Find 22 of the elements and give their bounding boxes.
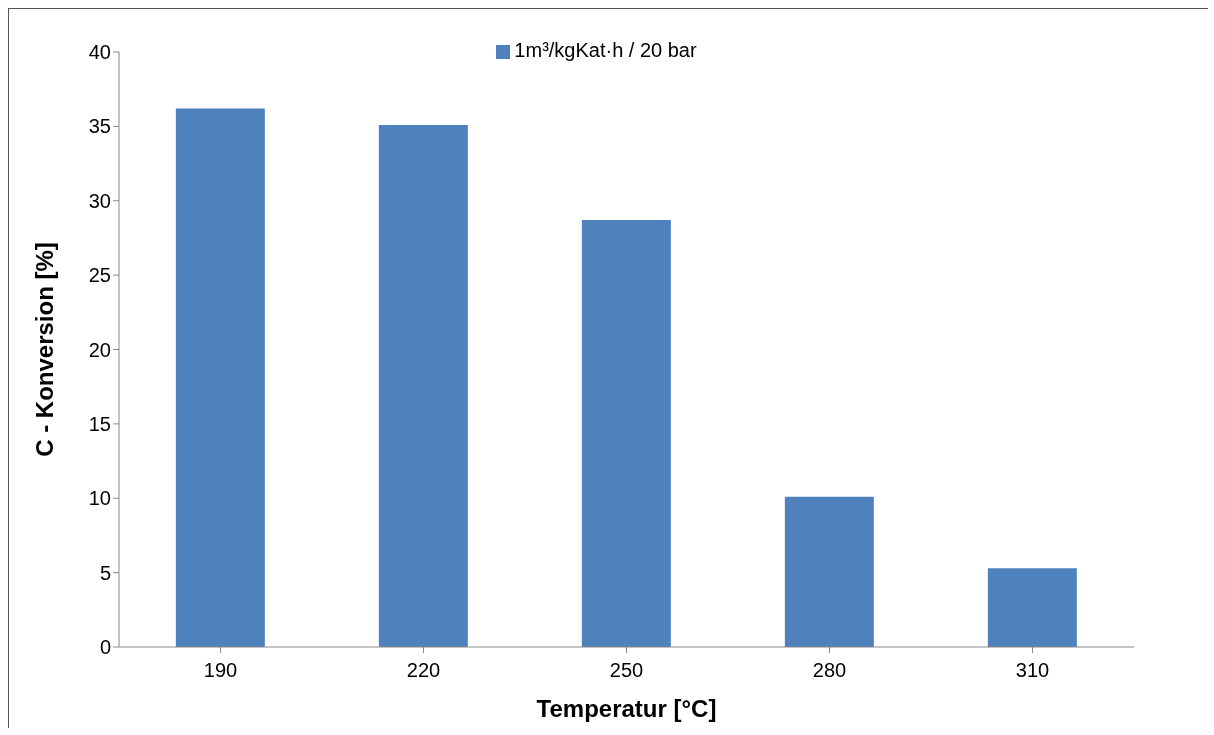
y-tick-label: 20 — [88, 338, 111, 361]
y-tick-label: 0 — [99, 636, 111, 659]
bar — [175, 108, 265, 647]
x-tick-label: 250 — [609, 659, 644, 682]
y-axis-title: C - Konversion [%] — [30, 242, 58, 457]
y-tick-label: 10 — [88, 487, 111, 510]
bar — [987, 568, 1077, 647]
legend-label: 1m³/kgKat·h / 20 bar — [514, 39, 697, 61]
x-axis-title: Temperatur [°C] — [536, 695, 717, 722]
x-tick-label: 280 — [812, 659, 847, 682]
bar — [378, 124, 468, 647]
y-tick-label: 15 — [88, 412, 111, 435]
y-tick-label: 5 — [99, 561, 111, 584]
y-tick-label: 40 — [88, 41, 111, 64]
y-tick-label: 25 — [88, 264, 111, 287]
bar — [784, 496, 874, 647]
x-tick-label: 190 — [203, 659, 238, 682]
bar — [581, 220, 671, 647]
x-tick-label: 220 — [406, 659, 441, 682]
y-tick-label: 35 — [88, 115, 111, 138]
y-tick-label: 30 — [88, 189, 111, 212]
x-tick-label: 310 — [1015, 659, 1050, 682]
